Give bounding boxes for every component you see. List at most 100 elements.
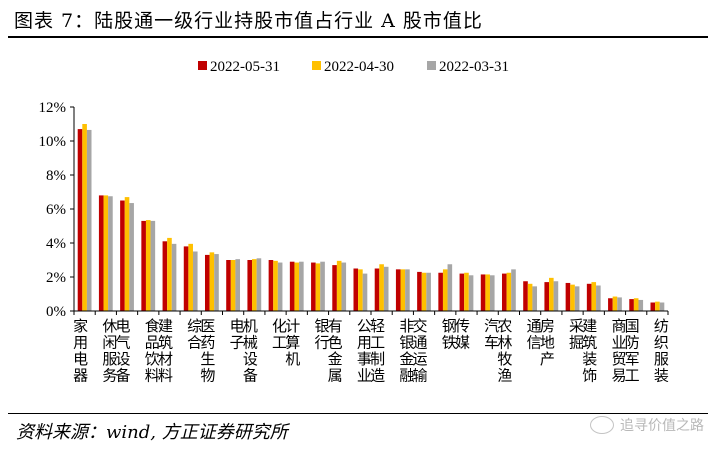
x-category-label: 纺织服装 (654, 318, 669, 385)
bar-2 (633, 298, 639, 311)
legend-swatch-3 (427, 61, 436, 70)
x-category-label: 机械设备 (243, 318, 258, 385)
legend-label-1: 2022-05-31 (210, 59, 280, 75)
source-note: 资料来源：wind, 方正证券研究所 (16, 422, 288, 443)
x-category-label: 建筑装饰 (582, 318, 597, 385)
bar-2 (209, 252, 215, 311)
y-axis: 0% 2% 4% 6% 8% 10% 12% (39, 100, 75, 320)
bar-3 (108, 196, 113, 311)
bar-2 (549, 277, 554, 311)
bar-3 (426, 272, 431, 311)
bar-1 (332, 265, 337, 311)
watermark: 追寻价值之路 (590, 415, 704, 435)
x-category-label: 轻工制造 (370, 318, 385, 385)
legend-swatch-2 (312, 61, 321, 70)
x-category-label: 采掘 (569, 318, 584, 352)
bar-3 (277, 262, 283, 311)
bar-1 (247, 260, 253, 311)
bar-2 (273, 260, 278, 311)
bar-1 (629, 299, 634, 311)
bar-1 (586, 283, 592, 311)
bar-2 (421, 272, 427, 311)
footer-divider (8, 413, 708, 414)
bar-3 (553, 281, 559, 311)
x-category-label: 传媒 (455, 318, 470, 352)
watermark-text: 追寻价值之路 (620, 418, 704, 434)
x-category-label: 电气设备 (116, 318, 131, 385)
bar-1 (311, 262, 316, 311)
bar-2 (124, 197, 130, 311)
x-axis: 家用电器休闲服务电气设备食品饮料建筑材料综合医药生物电子机械设备化工计算机银行有… (73, 310, 669, 385)
bar-3 (256, 258, 262, 311)
bar-1 (141, 220, 146, 311)
x-category-label: 电子 (230, 318, 245, 352)
bar-2 (252, 259, 257, 311)
bar-1 (289, 261, 295, 311)
x-category-label: 非银金融 (399, 318, 414, 385)
x-category-label: 房地产 (540, 318, 555, 368)
y-tick-label: 10% (39, 134, 67, 150)
bar-3 (405, 269, 410, 311)
bar-2 (188, 243, 193, 311)
bar-1 (395, 269, 401, 311)
bar-2 (570, 284, 575, 311)
x-category-label: 休闲服务 (102, 318, 117, 385)
bar-1 (98, 195, 104, 311)
y-tick-label: 8% (46, 168, 66, 184)
bar-2 (379, 264, 384, 311)
bar-1 (608, 298, 613, 311)
x-category-label: 食品饮料 (145, 318, 160, 385)
bar-2 (506, 272, 512, 311)
bar-3 (341, 262, 347, 311)
bar-1 (501, 273, 507, 311)
bar-3 (171, 243, 177, 311)
x-category-label: 国防军工 (625, 318, 640, 385)
x-category-label: 商业贸易 (611, 318, 626, 385)
bar-2 (358, 269, 363, 311)
bar-3 (468, 275, 474, 311)
bar-1 (565, 282, 571, 311)
x-category-label: 计算机 (285, 318, 300, 368)
bar-1 (204, 254, 210, 311)
x-category-label: 综合 (187, 318, 202, 352)
y-tick-label: 0% (46, 304, 66, 320)
x-category-label: 交通运输 (413, 317, 428, 385)
bar-1 (374, 268, 380, 311)
bar-1 (183, 246, 189, 311)
bar-3 (489, 275, 495, 311)
x-category-label: 银行 (314, 318, 329, 352)
x-category-label: 汽车 (484, 318, 499, 352)
bar-2 (400, 269, 406, 311)
bars (77, 124, 665, 311)
bar-1 (162, 241, 168, 311)
bar-1 (417, 271, 422, 311)
bar-3 (235, 259, 241, 311)
legend-label-2: 2022-04-30 (324, 59, 394, 75)
bar-3 (617, 297, 622, 311)
bar-3 (86, 129, 92, 311)
bar-3 (129, 203, 134, 311)
bar-2 (167, 237, 172, 311)
bar-2 (591, 282, 597, 311)
y-tick-label: 12% (39, 100, 67, 116)
bar-1 (120, 200, 125, 311)
bar-1 (544, 282, 550, 311)
legend-swatch-1 (198, 61, 207, 70)
bar-2 (315, 263, 321, 311)
bar-2 (82, 124, 87, 311)
bar-1 (226, 260, 231, 311)
x-category-label: 建筑材料 (158, 318, 173, 385)
bar-2 (103, 195, 109, 311)
x-category-label: 有色金属 (328, 318, 343, 385)
bar-3 (214, 254, 219, 311)
chart-title: 图表 7：陆股通一级行业持股市值占行业 A 股市值比 (14, 10, 483, 32)
bar-2 (294, 262, 300, 311)
legend: 2022-05-31 2022-04-30 2022-03-31 (198, 59, 509, 75)
x-category-label: 家用电器 (73, 318, 88, 385)
bar-1 (353, 268, 359, 311)
bar-3 (362, 273, 368, 311)
title-divider (8, 36, 708, 38)
bar-2 (655, 301, 660, 311)
bar-1 (77, 129, 83, 311)
